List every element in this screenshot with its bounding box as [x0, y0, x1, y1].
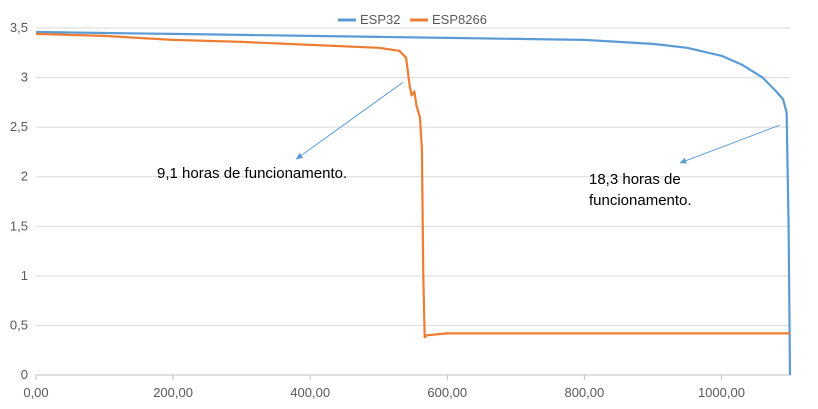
y-tick-label: 2	[21, 169, 28, 184]
legend-label-esp8266: ESP8266	[432, 12, 487, 27]
x-tick-label: 200,00	[153, 385, 193, 400]
x-tick-label: 0,00	[23, 385, 48, 400]
y-tick-label: 2,5	[10, 119, 28, 134]
legend: ESP32 ESP8266	[338, 12, 487, 27]
annotation-text: 18,3 horas de	[589, 171, 681, 188]
y-tick-label: 1	[21, 268, 28, 283]
gridlines	[36, 27, 790, 326]
x-tick-label: 600,00	[427, 385, 467, 400]
annotation-arrow	[295, 82, 404, 160]
annotations: 9,1 horas de funcionamento. 18,3 horas de…	[157, 82, 780, 209]
annotation-arrow	[679, 124, 780, 164]
annotation-text: funcionamento.	[589, 192, 692, 209]
y-tick-label: 3,5	[10, 20, 28, 35]
x-tick-label: 400,00	[290, 385, 330, 400]
x-tick-label: 800,00	[564, 385, 604, 400]
y-tick-label: 0,5	[10, 317, 28, 332]
y-tick-label: 0	[21, 367, 28, 382]
series-line-esp8266	[35, 32, 790, 339]
annotation-text: 9,1 horas de funcionamento.	[157, 165, 347, 182]
series-lines	[35, 30, 792, 376]
series-line-esp32	[35, 30, 792, 376]
legend-label-esp32: ESP32	[360, 12, 400, 27]
x-tick-label: 1000,00	[698, 385, 745, 400]
y-tick-label: 3	[21, 70, 28, 85]
y-tick-label: 1,5	[10, 218, 28, 233]
axes: 0 0,5 1 1,5 2 2,5 3 3,5 0,00 200,00 400,00 600,00 80…	[10, 20, 790, 400]
